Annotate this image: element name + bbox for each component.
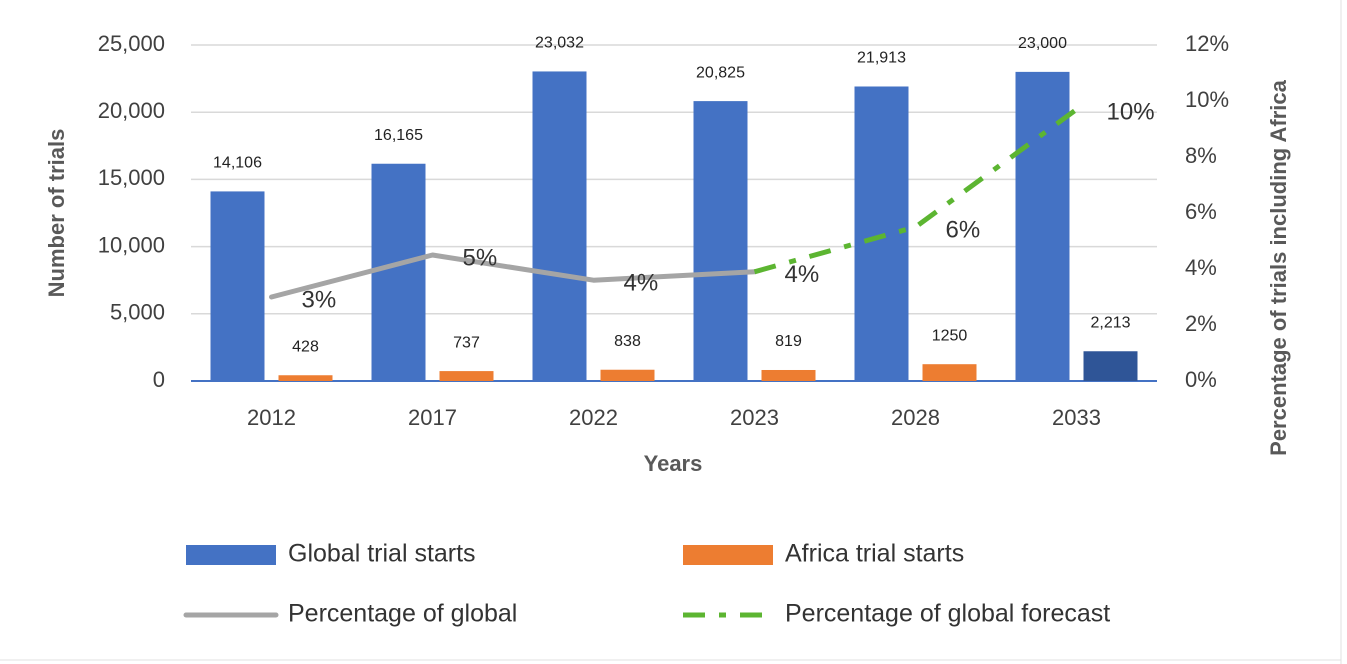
data-label: 4% xyxy=(785,261,820,288)
bar xyxy=(210,191,265,381)
data-label: 21,913 xyxy=(857,50,906,67)
y2-axis-title: Percentage of trials including Africa xyxy=(1266,79,1291,455)
data-label: 5% xyxy=(463,244,498,271)
bar xyxy=(1083,351,1138,381)
x-axis-title: Years xyxy=(644,451,703,476)
legend-swatch xyxy=(186,545,276,565)
y-tick-label: 10,000 xyxy=(98,232,165,257)
y2-tick-label: 2% xyxy=(1185,311,1217,336)
data-label: 23,032 xyxy=(535,35,584,52)
legend-swatch xyxy=(683,545,773,565)
data-label: 2,213 xyxy=(1090,314,1130,331)
legend-label: Global trial starts xyxy=(288,540,476,568)
data-label: 428 xyxy=(292,338,319,355)
y-tick-label: 5,000 xyxy=(110,300,165,325)
bar xyxy=(854,86,909,381)
y-tick-label: 25,000 xyxy=(98,31,165,56)
y-tick-label: 15,000 xyxy=(98,165,165,190)
data-label: 3% xyxy=(302,286,337,313)
line xyxy=(269,252,757,300)
data-label: 1250 xyxy=(932,327,968,344)
x-tick-label: 2022 xyxy=(569,405,618,430)
y-axis-title: Number of trials xyxy=(44,129,69,298)
legend-label: Africa trial starts xyxy=(785,540,964,568)
x-tick-label: 2012 xyxy=(247,405,296,430)
bar xyxy=(278,375,333,381)
data-label: 737 xyxy=(453,334,480,351)
y2-tick-label: 6% xyxy=(1185,199,1217,224)
bar xyxy=(600,369,655,381)
bar xyxy=(439,371,494,381)
data-label: 20,825 xyxy=(696,64,745,81)
bar xyxy=(761,369,816,381)
y2-tick-label: 0% xyxy=(1185,367,1217,392)
legend-label: Percentage of global xyxy=(288,600,517,628)
data-label: 16,165 xyxy=(374,127,423,144)
x-tick-label: 2023 xyxy=(730,405,779,430)
data-label: 10% xyxy=(1107,99,1155,126)
data-label: 819 xyxy=(775,333,802,350)
data-label: 23,000 xyxy=(1018,35,1067,52)
data-label: 14,106 xyxy=(213,155,262,172)
legend-label: Percentage of global forecast xyxy=(785,600,1110,628)
bar xyxy=(693,101,748,381)
bar xyxy=(922,364,977,381)
x-tick-label: 2033 xyxy=(1052,405,1101,430)
y2-tick-label: 4% xyxy=(1185,255,1217,280)
bar xyxy=(532,71,587,381)
y-tick-label: 20,000 xyxy=(98,98,165,123)
bar xyxy=(371,163,426,381)
y2-tick-label: 12% xyxy=(1185,31,1229,56)
y2-tick-label: 10% xyxy=(1185,87,1229,112)
data-label: 838 xyxy=(614,333,641,350)
data-label: 6% xyxy=(946,216,981,243)
line xyxy=(753,107,1078,275)
data-label: 4% xyxy=(624,270,659,297)
y2-tick-label: 8% xyxy=(1185,143,1217,168)
x-tick-label: 2017 xyxy=(408,405,457,430)
y-tick-label: 0 xyxy=(153,367,165,392)
x-tick-label: 2028 xyxy=(891,405,940,430)
